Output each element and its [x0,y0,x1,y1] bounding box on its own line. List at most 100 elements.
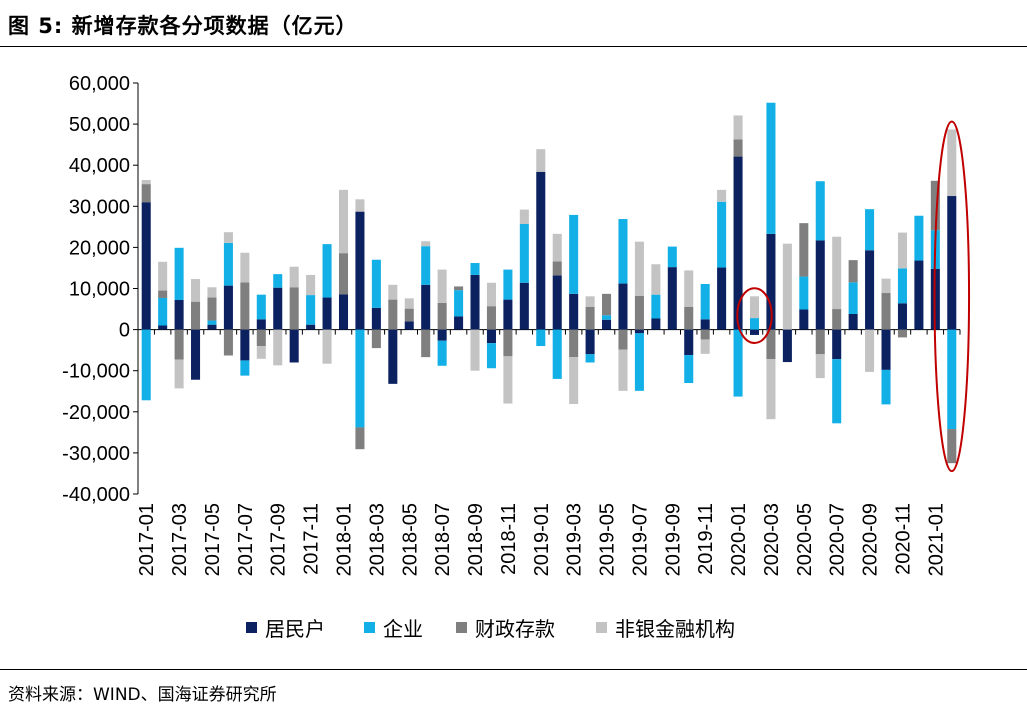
bar-enterprise-2019-04 [585,354,595,363]
bar-nonbank-2019-01 [536,149,546,172]
bar-household-2018-05 [404,321,414,330]
bar-household-2018-09 [470,274,480,330]
bar-fiscal-2018-03 [371,329,381,349]
bar-nonbank-2017-11 [306,274,316,296]
bar-nonbank-2018-04 [388,284,398,300]
bar-fiscal-2019-02 [552,261,562,276]
bar-household-2019-02 [552,275,562,330]
y-tick-label: 20,000 [69,237,130,259]
y-tick-label: -40,000 [62,484,130,506]
bar-enterprise-2020-10 [881,369,891,405]
bar-household-2020-02 [749,329,760,335]
legend-label-nonbank: 非银金融机构 [615,616,735,641]
x-tick-label: 2018-11 [498,503,520,575]
bar-enterprise-2019-10 [684,355,694,384]
bar-nonbank-2020-10 [881,278,891,294]
bar-nonbank-2017-10 [289,266,299,288]
y-tick-label: 0 [119,320,130,342]
bar-nonbank-2017-07 [240,252,250,283]
bar-fiscal-2019-07 [634,295,644,330]
chart-annotations [736,120,971,473]
bar-household-2017-02 [158,325,168,330]
bar-household-2017-03 [174,300,184,330]
highlight-ellipse-2021-02 [933,120,971,473]
bar-nonbank-2017-04 [191,279,201,302]
bar-fiscal-2017-05 [207,297,217,321]
x-tick-label: 2020-03 [761,503,783,576]
legend-item-fiscal: 财政存款 [456,612,555,642]
source-rule [0,669,1027,670]
bar-fiscal-2021-02 [947,429,957,464]
bar-fiscal-2018-04 [388,299,398,330]
bar-nonbank-2018-02 [355,199,365,212]
bar-fiscal-2019-10 [684,307,694,330]
bar-fiscal-2020-01 [733,139,743,157]
bar-enterprise-2017-11 [306,295,316,325]
bar-nonbank-2019-10 [684,270,694,307]
y-tick-label: -10,000 [62,361,130,383]
bar-household-2017-10 [289,329,299,363]
bar-household-2019-07 [634,329,644,334]
bar-household-2020-12 [914,260,924,330]
legend-swatch-fiscal [456,621,467,633]
bar-nonbank-2020-09 [865,329,875,372]
bar-nonbank-2017-02 [158,261,168,291]
bar-enterprise-2017-06 [223,242,233,286]
bar-household-2020-11 [897,303,907,330]
bar-household-2020-10 [881,329,891,370]
x-tick-label: 2019-07 [629,503,651,576]
legend-item-enterprise: 企业 [364,612,423,642]
bar-nonbank-2019-08 [651,264,661,295]
bar-nonbank-2019-03 [569,357,579,404]
bar-household-2017-01 [141,202,151,330]
bar-enterprise-2020-02 [749,318,760,330]
bar-nonbank-2020-07 [832,236,842,310]
bar-nonbank-2019-02 [552,233,562,262]
x-tick-label: 2018-09 [465,503,487,576]
bar-fiscal-2020-03 [766,329,776,360]
x-tick-label: 2020-07 [827,503,849,576]
legend-swatch-household [246,621,257,633]
bar-enterprise-2019-05 [602,315,612,320]
y-tick-label: 30,000 [69,196,130,218]
bar-household-2020-01 [733,156,743,330]
bar-household-2019-05 [602,319,612,330]
bar-household-2017-09 [273,287,283,330]
bar-household-2020-03 [766,233,776,330]
x-tick-label: 2019-11 [695,503,717,575]
x-tick-label: 2021-01 [925,503,947,576]
bar-nonbank-2020-02 [749,296,760,319]
bar-household-2018-04 [388,329,398,384]
bar-household-2019-03 [569,293,579,330]
bar-enterprise-2020-07 [832,359,842,424]
x-tick-label: 2019-01 [531,503,553,576]
bar-enterprise-2017-01 [141,329,151,401]
bar-fiscal-2017-03 [174,329,184,360]
bar-enterprise-2021-02 [947,329,957,430]
bar-nonbank-2019-04 [585,296,595,307]
bar-fiscal-2017-10 [289,287,299,330]
bar-enterprise-2018-12 [519,223,529,283]
bar-household-2019-11 [700,319,710,330]
bar-nonbank-2017-06 [223,232,233,243]
bar-enterprise-2019-11 [700,283,710,320]
bar-household-2018-06 [421,284,431,330]
bar-household-2020-06 [815,240,825,330]
bar-nonbank-2020-06 [815,354,825,379]
bar-household-2018-08 [454,316,464,330]
bar-enterprise-2019-12 [717,201,727,268]
bar-fiscal-2020-06 [815,329,825,355]
bar-household-2018-02 [355,211,365,330]
title-rule [0,46,1027,47]
x-tick-label: 2017-09 [268,503,290,576]
x-tick-label: 2019-05 [597,503,619,576]
bar-household-2020-09 [865,250,875,330]
bar-household-2018-01 [338,294,349,330]
x-tick-label: 2019-03 [564,503,586,576]
bar-household-2019-10 [684,329,694,356]
bar-enterprise-2020-01 [733,329,743,397]
x-tick-label: 2017-05 [202,503,224,576]
bar-enterprise-2020-05 [799,276,809,310]
x-tick-label: 2020-05 [794,503,816,576]
y-tick-label: 10,000 [69,279,130,301]
